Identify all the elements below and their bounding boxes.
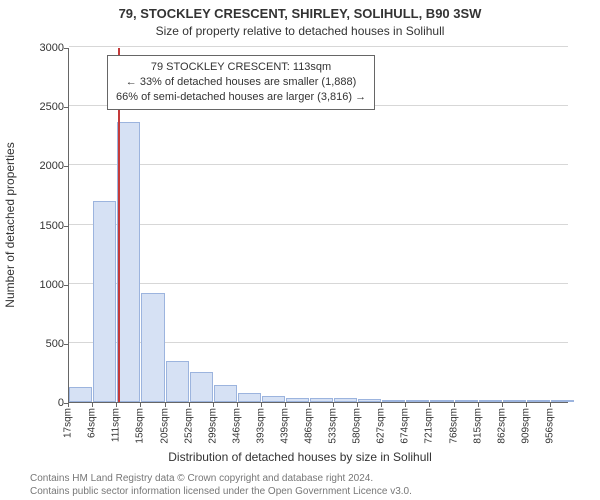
x-tick-label: 815sqm	[472, 408, 483, 444]
gridline	[69, 283, 568, 284]
x-tick-label: 158sqm	[135, 408, 146, 444]
y-tick-label: 1500	[24, 220, 64, 232]
chart-container: 79, STOCKLEY CRESCENT, SHIRLEY, SOLIHULL…	[0, 0, 600, 500]
x-tick-mark	[68, 403, 69, 407]
x-tick-mark	[550, 403, 551, 407]
x-tick-label: 580sqm	[352, 408, 363, 444]
x-tick-mark	[140, 403, 141, 407]
x-tick-label: 346sqm	[231, 408, 242, 444]
y-axis-label: Number of detached properties	[3, 142, 17, 307]
histogram-bar	[551, 400, 574, 402]
x-tick-label: 533sqm	[327, 408, 338, 444]
gridline	[69, 224, 568, 225]
y-tick-label: 2000	[24, 160, 64, 172]
info-line3: 66% of semi-detached houses are larger (…	[116, 90, 366, 105]
x-tick-label: 111sqm	[111, 408, 122, 442]
y-tick-label: 3000	[24, 42, 64, 54]
histogram-bar	[503, 400, 526, 402]
histogram-bar	[141, 293, 164, 402]
x-tick-label: 486sqm	[303, 408, 314, 444]
attribution: Contains HM Land Registry data © Crown c…	[30, 473, 412, 498]
y-tick-mark	[64, 226, 68, 227]
y-tick-label: 1000	[24, 279, 64, 291]
histogram-bar	[455, 400, 478, 402]
x-tick-mark	[333, 403, 334, 407]
y-tick-label: 2500	[24, 101, 64, 113]
x-tick-mark	[429, 403, 430, 407]
attribution-line2: Contains public sector information licen…	[30, 486, 412, 499]
histogram-bar	[310, 398, 333, 402]
y-tick-mark	[64, 285, 68, 286]
x-tick-mark	[454, 403, 455, 407]
histogram-bar	[430, 400, 453, 402]
gridline	[69, 164, 568, 165]
y-tick-label: 500	[24, 338, 64, 350]
x-tick-mark	[285, 403, 286, 407]
x-tick-mark	[357, 403, 358, 407]
info-box: 79 STOCKLEY CRESCENT: 113sqm ← 33% of de…	[107, 55, 375, 110]
x-tick-mark	[213, 403, 214, 407]
histogram-bar	[214, 385, 237, 402]
x-tick-label: 909sqm	[520, 408, 531, 444]
x-tick-label: 393sqm	[256, 408, 267, 444]
x-tick-label: 299sqm	[207, 408, 218, 444]
x-tick-label: 862sqm	[496, 408, 507, 444]
x-tick-label: 627sqm	[376, 408, 387, 444]
x-tick-label: 956sqm	[545, 408, 556, 444]
y-tick-mark	[64, 166, 68, 167]
x-tick-label: 674sqm	[400, 408, 411, 444]
histogram-bar	[479, 400, 502, 402]
histogram-bar	[93, 201, 116, 402]
histogram-bar	[286, 398, 309, 402]
attribution-line1: Contains HM Land Registry data © Crown c…	[30, 473, 412, 486]
histogram-bar	[69, 387, 92, 402]
chart-title-line1: 79, STOCKLEY CRESCENT, SHIRLEY, SOLIHULL…	[0, 6, 600, 21]
y-tick-mark	[64, 344, 68, 345]
x-tick-mark	[92, 403, 93, 407]
info-line1: 79 STOCKLEY CRESCENT: 113sqm	[116, 60, 366, 75]
x-tick-label: 768sqm	[448, 408, 459, 444]
x-tick-mark	[237, 403, 238, 407]
histogram-bar	[190, 372, 213, 402]
y-tick-mark	[64, 107, 68, 108]
histogram-bar	[382, 400, 405, 402]
histogram-bar	[166, 361, 189, 402]
histogram-bar	[358, 399, 381, 402]
x-tick-label: 64sqm	[87, 408, 98, 438]
x-tick-mark	[189, 403, 190, 407]
x-tick-mark	[261, 403, 262, 407]
x-tick-mark	[381, 403, 382, 407]
x-tick-label: 252sqm	[183, 408, 194, 444]
x-tick-label: 205sqm	[159, 408, 170, 444]
histogram-bar	[406, 400, 429, 402]
x-axis-label: Distribution of detached houses by size …	[0, 450, 600, 464]
histogram-bar	[117, 122, 140, 402]
x-tick-mark	[478, 403, 479, 407]
chart-title-line2: Size of property relative to detached ho…	[0, 24, 600, 38]
histogram-bar	[334, 398, 357, 402]
x-tick-mark	[309, 403, 310, 407]
x-tick-mark	[405, 403, 406, 407]
y-tick-mark	[64, 48, 68, 49]
x-tick-mark	[116, 403, 117, 407]
x-tick-mark	[502, 403, 503, 407]
histogram-bar	[527, 400, 550, 402]
gridline	[69, 46, 568, 47]
x-tick-label: 721sqm	[424, 408, 435, 444]
x-tick-label: 17sqm	[63, 408, 74, 438]
y-tick-label: 0	[24, 397, 64, 409]
x-tick-mark	[526, 403, 527, 407]
x-tick-label: 439sqm	[279, 408, 290, 444]
info-line2: ← 33% of detached houses are smaller (1,…	[116, 75, 366, 90]
histogram-bar	[238, 393, 261, 402]
histogram-bar	[262, 396, 285, 403]
x-tick-mark	[165, 403, 166, 407]
